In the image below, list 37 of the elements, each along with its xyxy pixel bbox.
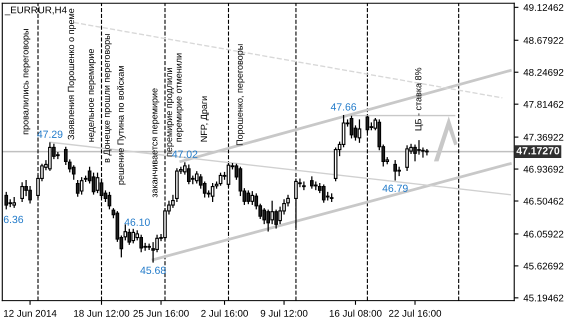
annotation: перемирие продлили <box>167 68 174 156</box>
annotation: провалились переговоры <box>24 29 30 134</box>
annotation: решение Путина по войскам <box>117 66 126 185</box>
annotation: Заявления Порошенко о преме <box>68 8 76 140</box>
annotation: NFP, Драги <box>200 96 209 142</box>
y-tick-label: 47.81462 <box>523 100 564 108</box>
annotation: 46.79 <box>382 184 408 192</box>
annotation: 45.68 <box>140 266 166 274</box>
annotation: 47.66 <box>330 103 356 111</box>
x-tick-label: 18 Jun 12:00 <box>74 310 130 317</box>
chart-title: _EURRUR,H4 <box>4 6 67 16</box>
ref-line-label: 47.17270 <box>516 147 560 154</box>
x-tick-label: 2 Jul 16:00 <box>201 310 248 317</box>
x-tick-label: 9 Jul 12:00 <box>260 310 308 317</box>
annotation: 47.29 <box>37 130 62 138</box>
annotation: заканчивается перемирие <box>152 88 160 198</box>
y-tick-label: 48.67922 <box>523 37 564 44</box>
x-tick-label: 12 Jun 2014 <box>4 310 57 317</box>
y-tick-label: 48.24692 <box>523 68 564 76</box>
annotation: Порошенко, переговоры <box>236 44 245 146</box>
annotation: 46.10 <box>124 218 150 226</box>
annotation: перемирие отменили <box>176 54 184 142</box>
x-tick-label: 22 Jul 16:00 <box>389 310 442 317</box>
y-tick-label: 46.50462 <box>523 198 564 205</box>
annotation: в Донецке прошли переговоры <box>104 34 112 162</box>
x-tick-label: 25 Jun 16:00 <box>133 310 189 317</box>
annotation: 47.02 <box>172 150 198 158</box>
y-tick-label: 49.12462 <box>523 4 564 11</box>
annotation: 6.36 <box>4 216 24 224</box>
y-tick-label: 46.93692 <box>523 166 564 173</box>
y-tick-label: 47.36922 <box>523 134 564 141</box>
y-tick-label: 45.62692 <box>523 262 564 270</box>
x-tick-label: 16 Jul 08:00 <box>330 310 382 317</box>
y-tick-label: 46.05922 <box>523 230 564 238</box>
y-tick-label: 45.19462 <box>523 294 564 302</box>
annotation: ЦБ - ставка 8% <box>415 68 424 130</box>
annotation: недельное перемирие <box>89 49 96 142</box>
